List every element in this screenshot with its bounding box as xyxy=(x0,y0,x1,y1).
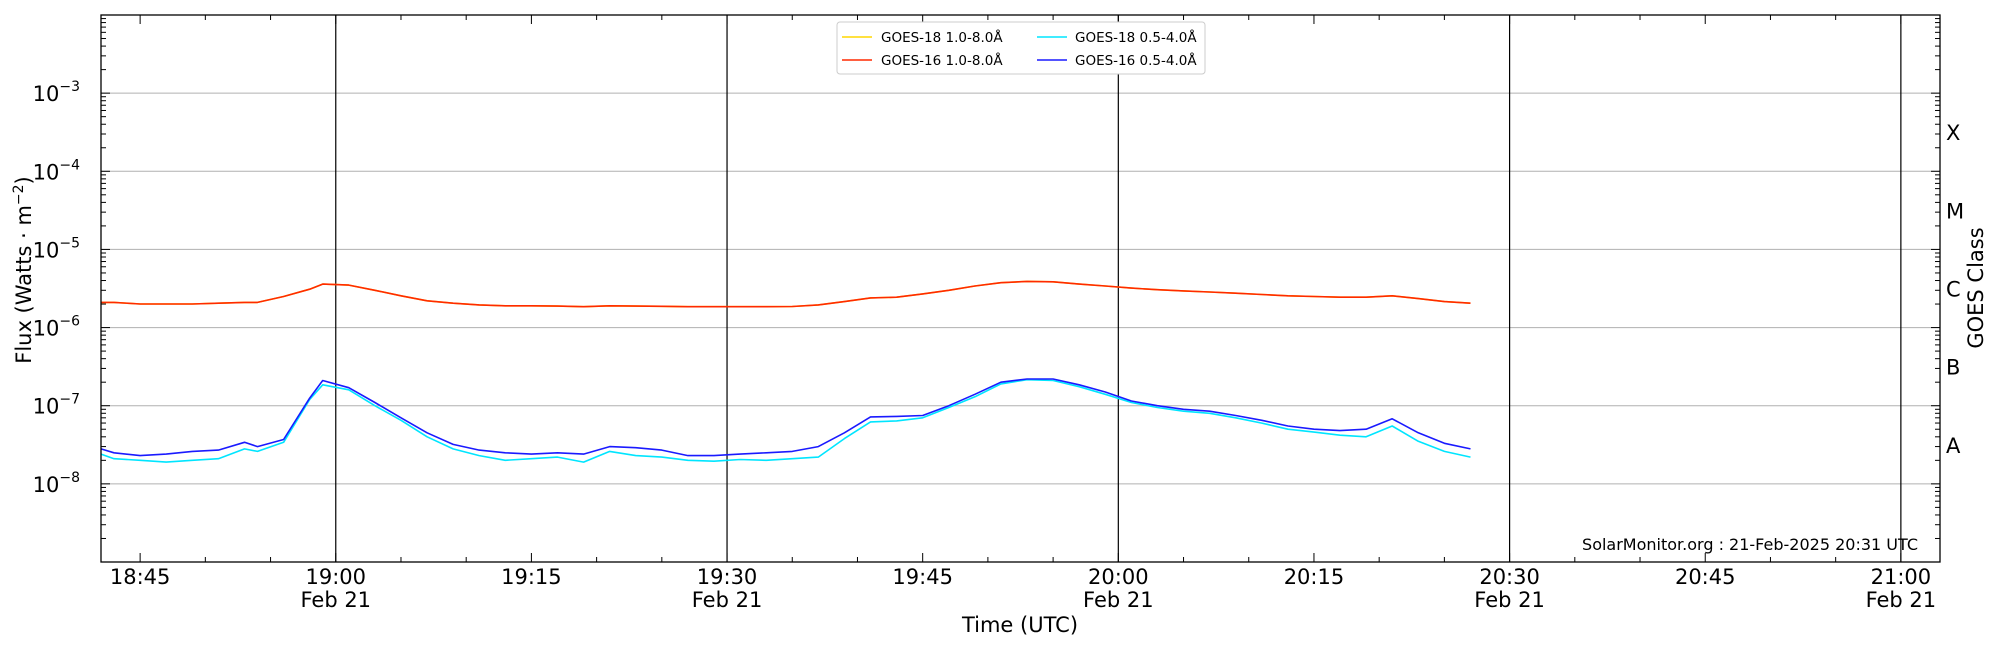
y-tick-label: 10−4 xyxy=(33,157,80,184)
x-tick-label: 20:00 xyxy=(1088,565,1149,589)
y-tick-base: 10 xyxy=(33,82,60,106)
y-tick-exponent: −6 xyxy=(59,314,80,330)
y-axis-title-main: Flux (Watts · m xyxy=(12,205,36,364)
legend-label-goes16-short: GOES-16 0.5-4.0Å xyxy=(1075,52,1197,69)
x-tick-label: 19:00 xyxy=(306,565,367,589)
y-tick-label: 10−5 xyxy=(33,235,80,262)
y-tick-exponent: −8 xyxy=(59,470,80,486)
x-tick-label: 21:00 xyxy=(1871,565,1932,589)
legend-box xyxy=(836,21,1206,75)
grid-layer xyxy=(101,15,1940,562)
legend-label-goes16-long: GOES-16 1.0-8.0Å xyxy=(881,52,1003,69)
x-tick-label: 19:15 xyxy=(501,565,562,589)
series-line-3 xyxy=(100,378,1471,457)
x-tick-date-label: Feb 21 xyxy=(1866,588,1937,612)
y-tick-base: 10 xyxy=(33,473,60,497)
x-tick-label: 20:30 xyxy=(1479,565,1540,589)
x-tick-date-label: Feb 21 xyxy=(692,588,763,612)
y-tick-base: 10 xyxy=(33,395,60,419)
x-tick-label: 19:45 xyxy=(892,565,953,589)
goes-class-label: X xyxy=(1946,121,1960,145)
y-axis-title-close: ) xyxy=(12,176,36,184)
y-tick-exponent: −5 xyxy=(59,235,80,251)
series-layer xyxy=(100,280,1471,463)
goes-class-label: M xyxy=(1946,199,1964,223)
x-tick-label: 19:30 xyxy=(697,565,758,589)
x-tick-label: 18:45 xyxy=(110,565,171,589)
axes-frame xyxy=(100,14,1941,563)
y-tick-base: 10 xyxy=(33,160,60,184)
y-tick-label: 10−3 xyxy=(33,79,80,106)
goes-class-label: C xyxy=(1946,278,1961,302)
y-axis-title: Flux (Watts · m−2) xyxy=(11,176,36,364)
y-tick-exponent: −4 xyxy=(59,157,80,173)
x-tick-date-label: Feb 21 xyxy=(1474,588,1545,612)
x-tick-date-label: Feb 21 xyxy=(300,588,371,612)
tick-marks xyxy=(101,15,1940,563)
y-tick-exponent: −7 xyxy=(59,392,80,408)
y-axis-title-exponent: −2 xyxy=(11,184,27,205)
series-line-1 xyxy=(101,280,1471,308)
y-tick-exponent: −3 xyxy=(59,79,80,95)
x-tick-date-label: Feb 21 xyxy=(1083,588,1154,612)
y-tick-label: 10−8 xyxy=(33,470,80,497)
x-tick-label: 20:15 xyxy=(1284,565,1345,589)
goes-class-axis-title: GOES Class xyxy=(1964,227,1988,348)
legend-label-goes18-long: GOES-18 1.0-8.0Å xyxy=(881,29,1003,46)
x-tick-label: 20:45 xyxy=(1675,565,1736,589)
y-tick-label: 10−7 xyxy=(33,392,80,419)
y-tick-label: 10−6 xyxy=(33,314,80,341)
legend-label-goes18-short: GOES-18 0.5-4.0Å xyxy=(1075,29,1197,46)
credit-text: SolarMonitor.org : 21-Feb-2025 20:31 UTC xyxy=(1582,535,1918,554)
x-axis-title: Time (UTC) xyxy=(961,613,1078,637)
goes-class-label: B xyxy=(1946,356,1960,380)
goes-class-label: A xyxy=(1946,434,1961,458)
y-tick-base: 10 xyxy=(33,317,60,341)
plot-frame xyxy=(100,14,1941,563)
legend: GOES-18 1.0-8.0Å GOES-16 1.0-8.0Å GOES-1… xyxy=(836,21,1206,75)
y-tick-base: 10 xyxy=(33,238,60,262)
